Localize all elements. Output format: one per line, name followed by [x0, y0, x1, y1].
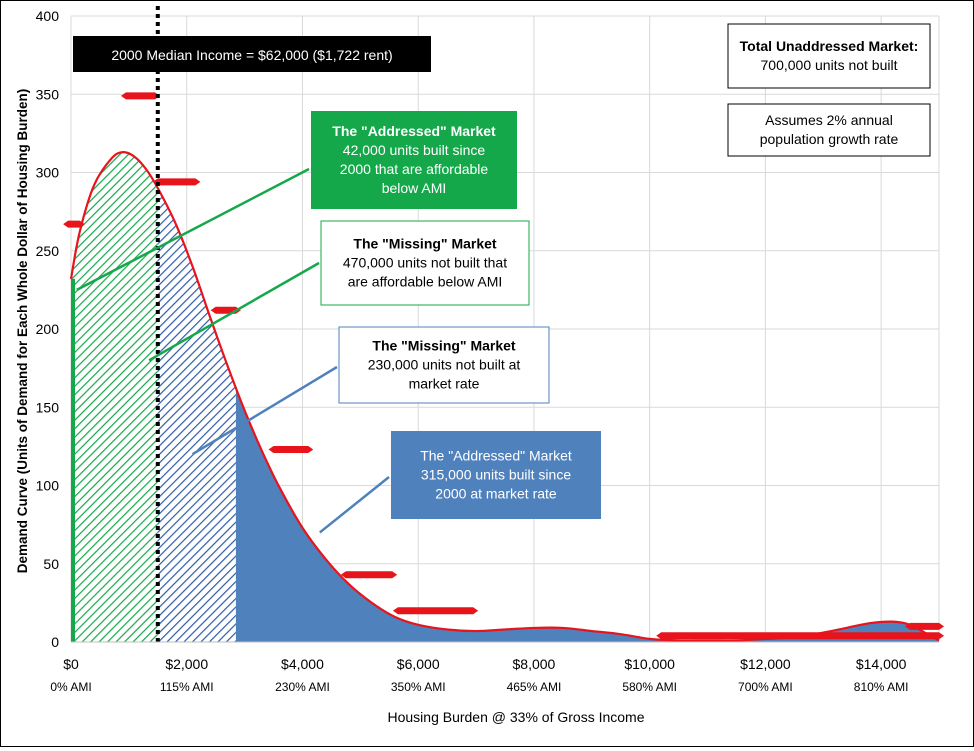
- annotation-missing-market: The "Missing" Market 230,000 units not bu…: [338, 326, 550, 404]
- annotation-missing-affordable: The "Missing" Market 470,000 units not bu…: [320, 220, 530, 306]
- info-box-line: 700,000 units not built: [761, 57, 898, 73]
- annotation-line: 470,000 units not built that: [343, 255, 507, 271]
- annotation-line: 2000 that are affordable: [340, 161, 489, 177]
- y-tick-label: 300: [36, 165, 60, 181]
- x-tick-label: $6,000: [397, 656, 440, 672]
- x-tick-label: $4,000: [281, 656, 324, 672]
- annotation-line: market rate: [409, 376, 480, 392]
- red-marker: [392, 607, 479, 615]
- red-markers: [63, 92, 944, 640]
- y-tick-label: 0: [51, 634, 59, 650]
- leader-addressed-affordable: [76, 167, 310, 291]
- leader-missing-affordable: [148, 261, 320, 362]
- median-label-box: [73, 36, 431, 72]
- y-axis-label: Demand Curve (Units of Demand for Each W…: [15, 89, 30, 574]
- x-tick-ami-label: 230% AMI: [275, 680, 330, 694]
- red-marker: [340, 571, 398, 579]
- y-tick-label: 200: [36, 321, 60, 337]
- red-marker: [120, 92, 160, 100]
- median-label: 2000 Median Income = $62,000 ($1,722 ren…: [111, 47, 392, 63]
- annotation-addressed-market: The "Addressed" Market 315,000 units buil…: [391, 431, 601, 519]
- x-tick-label: $0: [63, 656, 79, 672]
- x-tick-ami-label: 115% AMI: [160, 680, 214, 694]
- annotation-box: [391, 431, 601, 519]
- annotation-title: The "Addressed" Market: [420, 448, 572, 464]
- red-marker: [63, 220, 85, 228]
- annotation-title: The "Missing" Market: [372, 338, 516, 354]
- x-tick-ami-label: 465% AMI: [507, 680, 562, 694]
- info-box-line: Assumes 2% annual: [765, 112, 893, 128]
- annotations: The "Addressed" Market 42,000 units built…: [311, 23, 931, 519]
- median-income-line: 2000 Median Income = $62,000 ($1,722 ren…: [73, 6, 431, 642]
- y-tick-label: 250: [36, 243, 60, 259]
- annotation-box: [338, 326, 550, 404]
- y-tick-label: 100: [36, 478, 60, 494]
- info-box-assumption: Assumes 2% annual population growth rate: [727, 103, 931, 157]
- region-missing-affordable: [157, 188, 236, 642]
- y-tick-label: 350: [36, 86, 60, 102]
- annotation-line: below AMI: [382, 180, 447, 196]
- annotation-title: The "Missing" Market: [353, 236, 497, 252]
- info-box-line: population growth rate: [760, 131, 899, 147]
- axes: 0 50 100 150 200 250 300 350 400 $0 0% AMI $2,000 11…: [36, 8, 939, 694]
- x-tick-label: $14,000: [856, 656, 907, 672]
- annotation-leaders: [76, 167, 390, 534]
- annotation-line: 42,000 units built since: [343, 142, 486, 158]
- annotation-title: The "Addressed" Market: [332, 123, 496, 139]
- x-tick-ami-label: 0% AMI: [50, 680, 91, 694]
- info-box: [727, 103, 931, 157]
- x-tick-label: $8,000: [513, 656, 556, 672]
- x-tick-label: $2,000: [165, 656, 208, 672]
- region-market: [235, 388, 939, 642]
- red-marker: [268, 446, 314, 454]
- x-axis-label: Housing Burden @ 33% of Gross Income: [387, 709, 644, 725]
- x-tick-label: $12,000: [740, 656, 791, 672]
- y-tick-label: 150: [36, 399, 60, 415]
- x-tick-ami-label: 700% AMI: [738, 680, 793, 694]
- leader-addressed-market: [319, 476, 390, 534]
- annotation-box: [311, 111, 517, 209]
- region-addressed-affordable: [71, 152, 158, 642]
- demand-areas: [71, 152, 939, 642]
- annotation-line: 2000 at market rate: [435, 486, 557, 502]
- annotation-addressed-affordable: The "Addressed" Market 42,000 units built…: [311, 111, 517, 209]
- y-tick-label: 50: [43, 556, 59, 572]
- x-tick-ami-label: 350% AMI: [391, 680, 446, 694]
- annotation-line: 230,000 units not built at: [368, 357, 521, 373]
- x-tick-ami-label: 580% AMI: [622, 680, 677, 694]
- annotation-line: are affordable below AMI: [348, 274, 503, 290]
- red-marker: [152, 178, 201, 186]
- annotation-box: [320, 220, 530, 306]
- leader-missing-market: [191, 365, 338, 456]
- info-box-total: Total Unaddressed Market: 700,000 units n…: [727, 23, 931, 89]
- x-tick-ami-label: 810% AMI: [854, 680, 909, 694]
- red-marker: [905, 622, 944, 630]
- x-tick-label: $10,000: [624, 656, 675, 672]
- annotation-line: 315,000 units built since: [421, 467, 571, 483]
- info-box-title: Total Unaddressed Market:: [740, 38, 919, 54]
- red-marker: [656, 632, 944, 640]
- y-tick-label: 400: [36, 8, 60, 24]
- info-box: [727, 23, 931, 89]
